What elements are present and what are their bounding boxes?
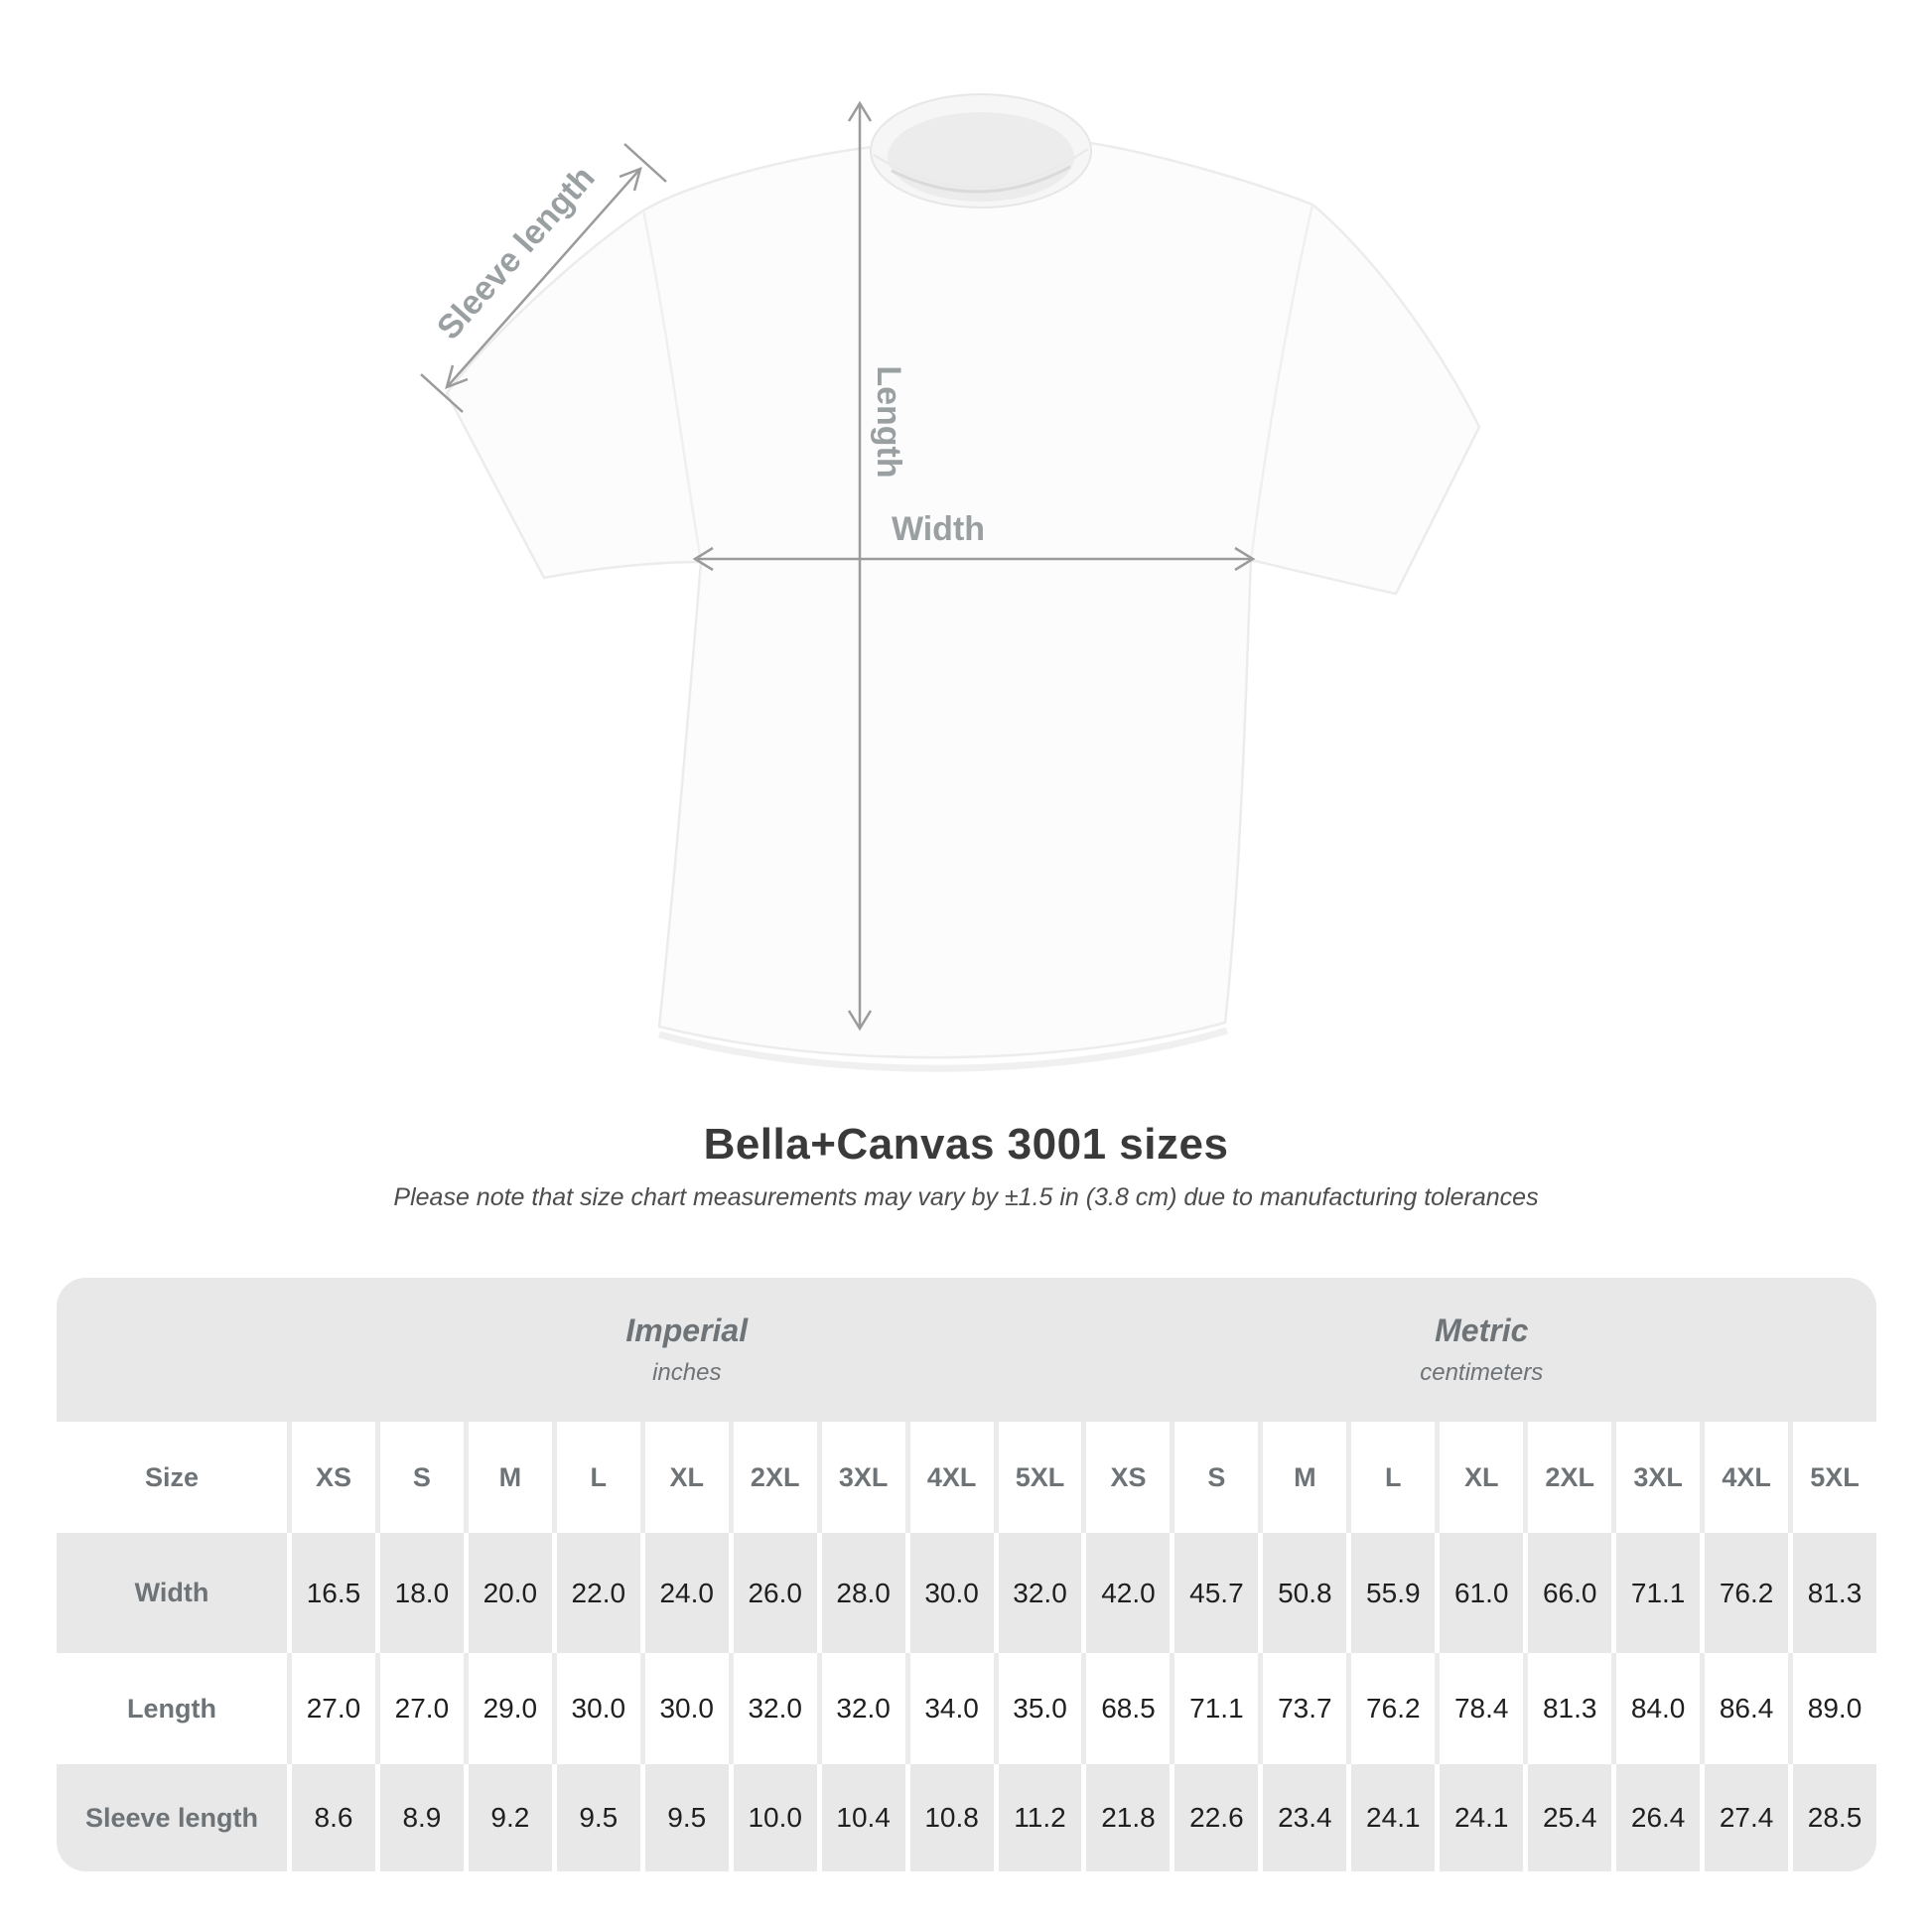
- value-cell: 9.2: [468, 1764, 552, 1871]
- value-cell: 42.0: [1086, 1533, 1171, 1653]
- size-col-metric-s: S: [1174, 1422, 1259, 1533]
- value-cell: 24.1: [1351, 1764, 1436, 1871]
- value-cell: 16.5: [292, 1533, 375, 1653]
- size-header-row: Size XS S M L XL 2XL 3XL 4XL 5XL XS S M …: [57, 1422, 1876, 1533]
- length-arrow: [847, 100, 873, 1032]
- value-cell: 20.0: [468, 1533, 552, 1653]
- value-cell: 10.4: [821, 1764, 905, 1871]
- size-column-header: Size: [57, 1422, 287, 1533]
- value-cell: 9.5: [556, 1764, 640, 1871]
- sleeve-length-row: Sleeve length 8.6 8.9 9.2 9.5 9.5 10.0 1…: [57, 1764, 1876, 1871]
- sleeve-length-arrow: [420, 143, 667, 413]
- size-col-imperial-4xl: 4XL: [909, 1422, 994, 1533]
- unit-band: Imperial inches Metric centimeters: [57, 1278, 1876, 1422]
- value-cell: 86.4: [1705, 1653, 1789, 1764]
- size-col-imperial-xl: XL: [644, 1422, 729, 1533]
- size-col-imperial-m: M: [468, 1422, 552, 1533]
- row-label-sleeve-length: Sleeve length: [57, 1764, 287, 1871]
- value-cell: 28.0: [821, 1533, 905, 1653]
- value-cell: 25.4: [1528, 1764, 1612, 1871]
- measurement-annotations: [420, 100, 1256, 1032]
- value-cell: 24.1: [1440, 1764, 1524, 1871]
- page-title: Bella+Canvas 3001 sizes: [703, 1120, 1229, 1169]
- value-cell: 8.9: [379, 1764, 464, 1871]
- value-cell: 32.0: [733, 1653, 817, 1764]
- value-cell: 8.6: [292, 1764, 375, 1871]
- metric-unit: centimeters: [1420, 1359, 1544, 1386]
- value-cell: 26.4: [1616, 1764, 1701, 1871]
- size-col-imperial-l: L: [556, 1422, 640, 1533]
- metric-group-header: Metric centimeters: [1087, 1278, 1877, 1422]
- width-row: Width 16.5 18.0 20.0 22.0 24.0 26.0 28.0…: [57, 1533, 1876, 1653]
- value-cell: 28.5: [1793, 1764, 1876, 1871]
- metric-title: Metric: [1435, 1312, 1529, 1348]
- tolerance-note: Please note that size chart measurements…: [393, 1183, 1539, 1211]
- size-col-imperial-5xl: 5XL: [998, 1422, 1082, 1533]
- imperial-group-header: Imperial inches: [292, 1278, 1082, 1422]
- value-cell: 34.0: [909, 1653, 994, 1764]
- tshirt-illustration: [445, 93, 1481, 1072]
- value-cell: 11.2: [998, 1764, 1082, 1871]
- size-col-imperial-3xl: 3XL: [821, 1422, 905, 1533]
- value-cell: 21.8: [1086, 1764, 1171, 1871]
- value-cell: 45.7: [1174, 1533, 1259, 1653]
- size-col-metric-4xl: 4XL: [1705, 1422, 1789, 1533]
- width-label: Width: [892, 510, 985, 548]
- size-col-metric-xl: XL: [1440, 1422, 1524, 1533]
- value-cell: 76.2: [1705, 1533, 1789, 1653]
- value-cell: 81.3: [1528, 1653, 1612, 1764]
- value-cell: 30.0: [644, 1653, 729, 1764]
- size-col-metric-m: M: [1263, 1422, 1347, 1533]
- size-col-imperial-s: S: [379, 1422, 464, 1533]
- value-cell: 26.0: [733, 1533, 817, 1653]
- value-cell: 71.1: [1174, 1653, 1259, 1764]
- value-cell: 10.0: [733, 1764, 817, 1871]
- row-label-width: Width: [57, 1533, 287, 1653]
- value-cell: 29.0: [468, 1653, 552, 1764]
- value-cell: 22.6: [1174, 1764, 1259, 1871]
- value-cell: 22.0: [556, 1533, 640, 1653]
- value-cell: 81.3: [1793, 1533, 1876, 1653]
- value-cell: 24.0: [644, 1533, 729, 1653]
- value-cell: 30.0: [556, 1653, 640, 1764]
- value-cell: 32.0: [821, 1653, 905, 1764]
- length-label: Length: [870, 365, 907, 478]
- value-cell: 73.7: [1263, 1653, 1347, 1764]
- size-col-metric-2xl: 2XL: [1528, 1422, 1612, 1533]
- size-col-metric-l: L: [1351, 1422, 1436, 1533]
- value-cell: 35.0: [998, 1653, 1082, 1764]
- imperial-title: Imperial: [625, 1312, 749, 1348]
- size-col-imperial-xs: XS: [292, 1422, 375, 1533]
- size-col-metric-xs: XS: [1086, 1422, 1171, 1533]
- value-cell: 27.0: [379, 1653, 464, 1764]
- value-cell: 68.5: [1086, 1653, 1171, 1764]
- value-cell: 66.0: [1528, 1533, 1612, 1653]
- value-cell: 10.8: [909, 1764, 994, 1871]
- value-cell: 50.8: [1263, 1533, 1347, 1653]
- value-cell: 23.4: [1263, 1764, 1347, 1871]
- value-cell: 71.1: [1616, 1533, 1701, 1653]
- tshirt-measurement-diagram: Sleeve length Length Width: [420, 93, 1481, 1072]
- value-cell: 78.4: [1440, 1653, 1524, 1764]
- size-col-metric-5xl: 5XL: [1793, 1422, 1876, 1533]
- size-table: Imperial inches Metric centimeters Size …: [57, 1278, 1876, 1871]
- width-arrow: [692, 546, 1256, 572]
- value-cell: 32.0: [998, 1533, 1082, 1653]
- value-cell: 18.0: [379, 1533, 464, 1653]
- value-cell: 27.4: [1705, 1764, 1789, 1871]
- value-cell: 9.5: [644, 1764, 729, 1871]
- value-cell: 61.0: [1440, 1533, 1524, 1653]
- value-cell: 84.0: [1616, 1653, 1701, 1764]
- size-col-imperial-2xl: 2XL: [733, 1422, 817, 1533]
- length-row: Length 27.0 27.0 29.0 30.0 30.0 32.0 32.…: [57, 1653, 1876, 1764]
- value-cell: 55.9: [1351, 1533, 1436, 1653]
- size-col-metric-3xl: 3XL: [1616, 1422, 1701, 1533]
- title-block: Bella+Canvas 3001 sizes Please note that…: [0, 1120, 1932, 1212]
- value-cell: 30.0: [909, 1533, 994, 1653]
- value-cell: 89.0: [1793, 1653, 1876, 1764]
- imperial-unit: inches: [652, 1359, 722, 1386]
- value-cell: 27.0: [292, 1653, 375, 1764]
- value-cell: 76.2: [1351, 1653, 1436, 1764]
- row-label-length: Length: [57, 1653, 287, 1764]
